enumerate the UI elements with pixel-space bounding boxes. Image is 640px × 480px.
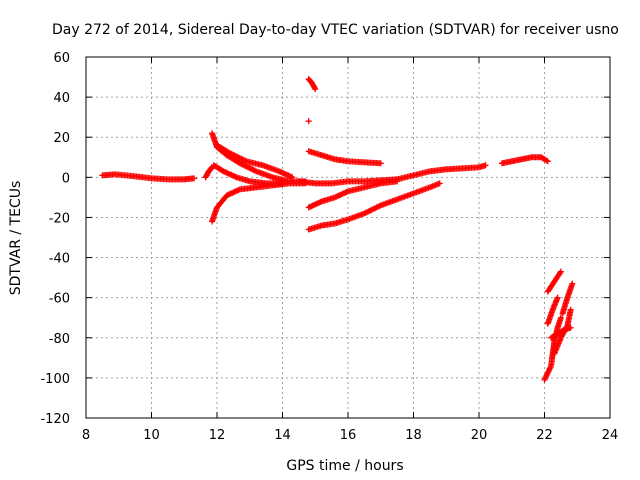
data-point — [567, 324, 574, 331]
y-axis-label: SDTVAR / TECUs — [8, 181, 24, 296]
data-point — [554, 294, 561, 301]
data-point — [191, 175, 198, 182]
x-tick-label: 12 — [209, 428, 226, 443]
series-late-rise — [498, 154, 551, 167]
data-point — [289, 174, 296, 181]
data-point — [543, 157, 550, 164]
series-12h-lower-rise — [209, 180, 309, 225]
chart-title: Day 272 of 2014, Sidereal Day-to-day VTE… — [52, 22, 619, 38]
series-12h-upper-branch — [214, 142, 296, 181]
series-late-baseline — [394, 162, 489, 183]
axis-ticks: 8 10 12 14 16 18 20 22 24 -120 -100 -80 -60 -40 -20 0 20… — [40, 51, 618, 443]
y-tick-label: 20 — [53, 131, 70, 146]
x-axis-label: GPS time / hours — [286, 458, 403, 474]
data-point — [569, 280, 576, 287]
data-point — [567, 306, 574, 313]
series-22h-drop-3 — [544, 294, 561, 327]
x-tick-label: 22 — [536, 428, 553, 443]
y-tick-label: -40 — [49, 252, 70, 267]
series-early-baseline — [99, 171, 198, 183]
y-tick-label: 0 — [62, 171, 70, 186]
y-tick-label: -60 — [49, 292, 70, 307]
y-tick-label: -100 — [40, 372, 70, 387]
x-tick-label: 16 — [340, 428, 357, 443]
x-tick-label: 24 — [602, 428, 619, 443]
data-point — [544, 158, 551, 165]
series-15h-spike — [305, 76, 319, 93]
data-point — [311, 84, 318, 91]
series-22h-drop-1 — [544, 268, 564, 295]
grid — [86, 57, 610, 418]
series-mid-upper — [305, 148, 384, 167]
x-tick-label: 18 — [405, 428, 422, 443]
data-point — [305, 118, 312, 125]
data-point — [279, 180, 286, 187]
y-tick-label: 40 — [53, 91, 70, 106]
series-22h-drop-5 — [559, 280, 576, 317]
data-point — [557, 314, 564, 321]
data-point — [312, 86, 319, 93]
x-tick-label: 14 — [274, 428, 291, 443]
y-tick-label: -120 — [40, 412, 70, 427]
data-points — [99, 76, 576, 383]
data-point — [482, 162, 489, 169]
y-tick-label: -80 — [49, 332, 70, 347]
data-point — [557, 269, 564, 276]
series-mid-lower-1 — [305, 178, 401, 211]
x-tick-label: 20 — [471, 428, 488, 443]
data-point — [436, 180, 443, 187]
series-pre-12h-burst — [202, 164, 216, 181]
series-15h-point — [305, 118, 312, 125]
series-22h-drop-6 — [548, 324, 574, 341]
x-tick-label: 10 — [143, 428, 160, 443]
series-12h-middle — [210, 162, 286, 187]
series-mid-lower-2 — [305, 180, 443, 233]
data-point — [208, 165, 215, 172]
y-tick-label: -20 — [49, 211, 70, 226]
x-tick-label: 8 — [82, 428, 90, 443]
data-point — [377, 160, 384, 167]
y-tick-label: 60 — [53, 51, 70, 66]
data-point — [557, 268, 564, 275]
